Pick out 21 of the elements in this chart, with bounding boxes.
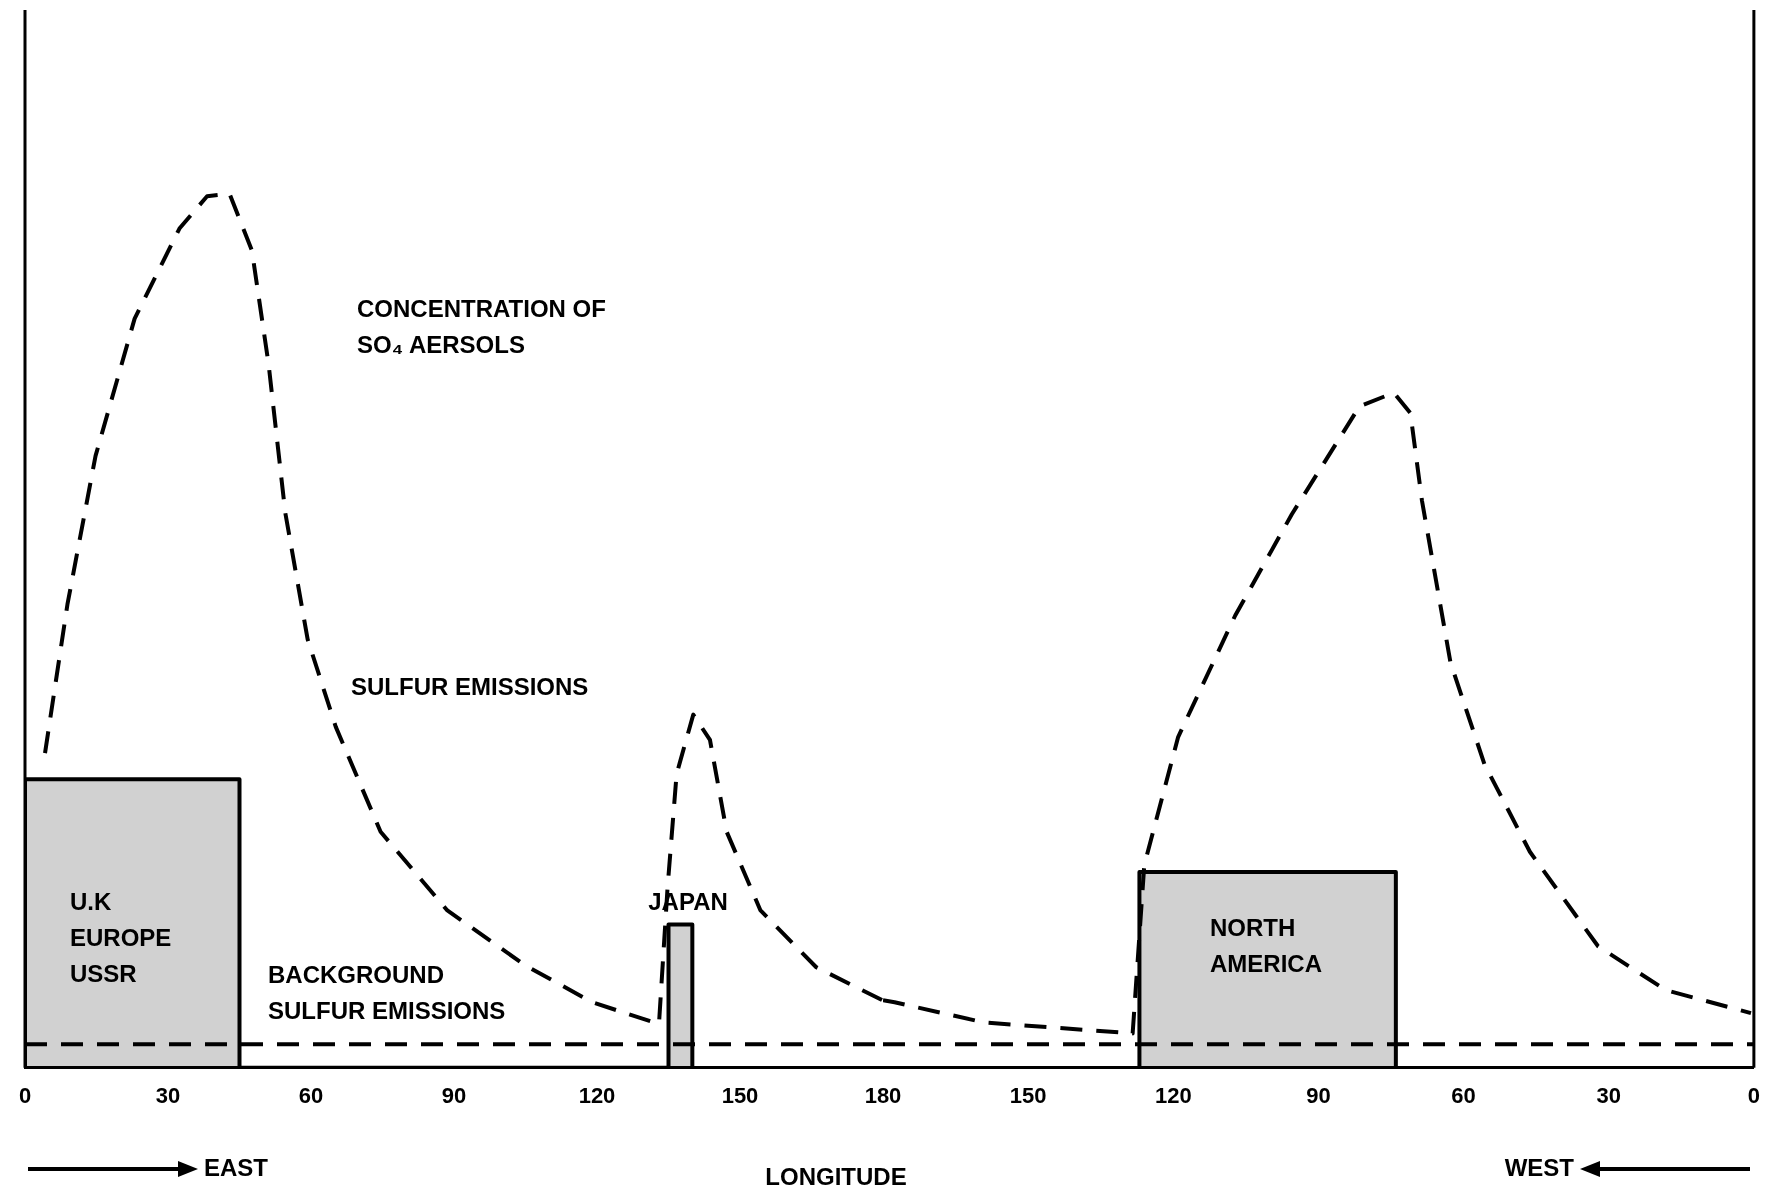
annotation: CONCENTRATION OF SO₄ AERSOLS: [357, 294, 606, 358]
text: WEST: [1504, 1154, 1574, 1182]
x-tick-label: 30: [155, 1083, 181, 1109]
annotation: SULFUR EMISSIONS: [351, 672, 589, 700]
x-tick-label: 150: [721, 1083, 759, 1109]
x-tick-label: 120: [578, 1083, 616, 1109]
x-tick-label: 30: [1596, 1083, 1621, 1109]
x-tick-label: 150: [1009, 1083, 1047, 1109]
x-axis-title: LONGITUDE: [765, 1162, 907, 1190]
x-tick-label: 90: [441, 1083, 467, 1109]
annotation: U.K EUROPE USSR: [70, 887, 172, 987]
x-tick-label: 180: [864, 1083, 902, 1109]
text: EAST: [204, 1154, 269, 1182]
x-tick-label: 0: [1747, 1083, 1761, 1109]
annotation: BACKGROUND SULFUR EMISSIONS: [268, 960, 506, 1024]
x-tick-label: 60: [1451, 1083, 1476, 1109]
x-tick-label: 90: [1306, 1083, 1331, 1109]
x-tick-label: 60: [298, 1083, 324, 1109]
x-tick-label: 120: [1154, 1083, 1192, 1109]
annotation: NORTH AMERICA: [1210, 913, 1322, 977]
x-tick-label: 0: [18, 1083, 32, 1109]
